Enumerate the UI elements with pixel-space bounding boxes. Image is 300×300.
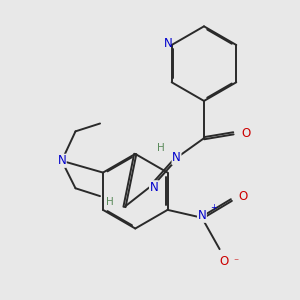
- Text: O: O: [242, 127, 251, 140]
- Text: +: +: [210, 203, 217, 212]
- Text: N: N: [150, 181, 158, 194]
- Text: O: O: [238, 190, 248, 202]
- Text: H: H: [106, 197, 114, 207]
- Text: O: O: [219, 255, 228, 268]
- Text: ⁻: ⁻: [234, 257, 239, 267]
- Text: N: N: [164, 37, 172, 50]
- Text: N: N: [57, 154, 66, 167]
- Text: N: N: [198, 209, 206, 222]
- Text: N: N: [172, 152, 181, 164]
- Text: H: H: [157, 143, 165, 153]
